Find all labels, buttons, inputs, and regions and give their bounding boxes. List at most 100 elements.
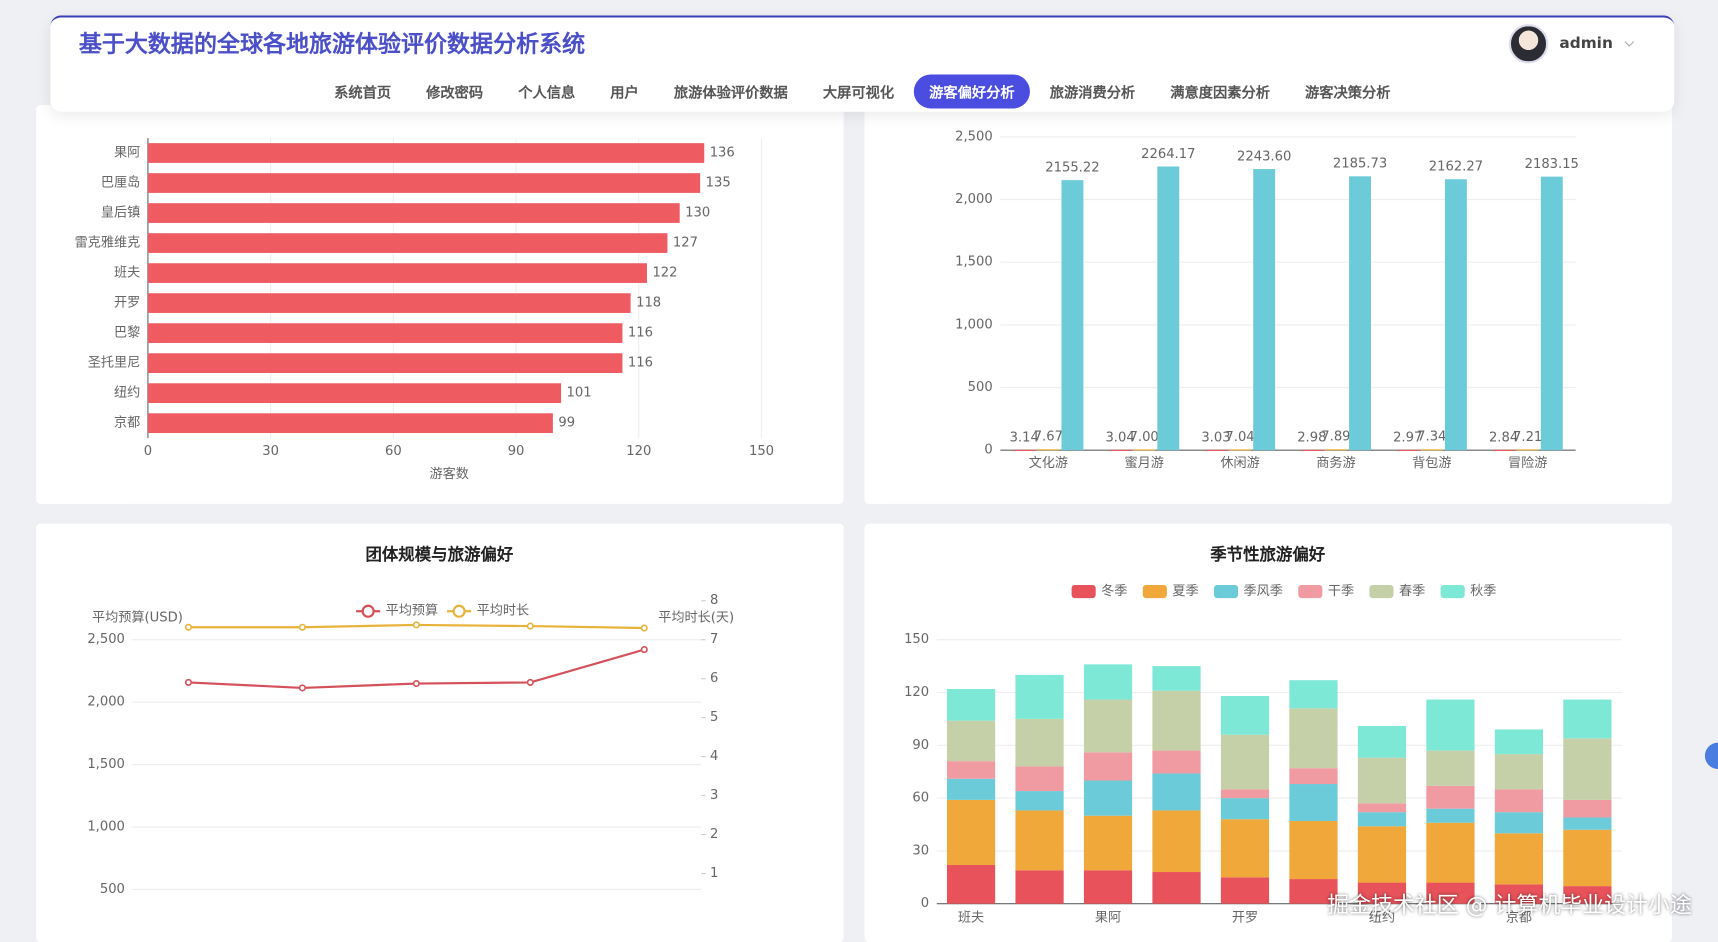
bar-segment [1015, 766, 1064, 792]
value-label: 2264.17 [1141, 147, 1195, 162]
value-label: 2185.73 [1333, 157, 1387, 172]
y-tick-label: 皇后镇 [101, 205, 140, 221]
bar-segment [1426, 699, 1475, 751]
bar-segment [1083, 664, 1133, 700]
bar-segment [1083, 815, 1133, 871]
point [184, 623, 193, 631]
bar-segment [1289, 768, 1338, 785]
y2-tick-label: 3 [710, 788, 718, 803]
x-tick-label: 120 [626, 444, 651, 459]
x-tick-label: 班夫 [958, 909, 984, 925]
bar-segment [1426, 785, 1475, 809]
bar-segment [1152, 750, 1201, 774]
bar-segment [1289, 680, 1338, 709]
nav-item[interactable]: 大屏可视化 [822, 85, 895, 102]
x-tick-label: 蜜月游 [1124, 455, 1163, 471]
bar [1061, 180, 1084, 451]
y2-axis-title: 平均时长(天) [658, 609, 734, 625]
legend-swatch [1071, 584, 1096, 599]
y-tick-label: 120 [904, 685, 929, 700]
user-menu[interactable]: admin [1508, 24, 1635, 64]
bar [1253, 169, 1276, 451]
value-label: 2.84 [1489, 430, 1518, 445]
y-tick-label: 2,500 [955, 129, 993, 144]
y2-tick-label: 6 [710, 671, 718, 686]
bar [147, 233, 668, 253]
nav-item[interactable]: 游客偏好分析 [913, 74, 1030, 109]
value-label: 3.14 [1010, 430, 1039, 445]
bar-segment [1494, 812, 1544, 834]
bar-segment [1015, 810, 1064, 871]
nav-item[interactable]: 旅游体验评价数据 [673, 85, 788, 102]
y-tick-label: 0 [984, 443, 992, 458]
value-label: 99 [558, 416, 575, 431]
point [526, 622, 534, 630]
y2-tick-label: 8 [710, 593, 718, 608]
point [412, 621, 420, 629]
bar-segment [1563, 799, 1612, 818]
x-tick-label: 果阿 [1095, 909, 1121, 925]
bar-segment [1152, 690, 1201, 751]
point [298, 684, 306, 692]
y-tick-label: 1,500 [87, 757, 125, 772]
value-label: 2155.22 [1045, 161, 1099, 176]
legend-marker [452, 604, 466, 618]
point [640, 624, 648, 632]
nav-item[interactable]: 系统首页 [334, 85, 392, 102]
x-tick-label: 休闲游 [1220, 455, 1259, 471]
y2-tick-label: 1 [710, 866, 718, 881]
value-label: 130 [685, 206, 710, 221]
bar [1229, 449, 1252, 451]
nav-item[interactable]: 旅游消费分析 [1049, 85, 1136, 102]
nav-item[interactable]: 个人信息 [518, 85, 576, 102]
legend-label: 干季 [1328, 583, 1354, 599]
y-tick-label: 30 [912, 843, 929, 858]
point [298, 623, 306, 631]
side-tab[interactable] [1704, 742, 1718, 769]
bar-segment [1220, 798, 1270, 820]
bar-segment [1220, 696, 1270, 735]
value-label: 116 [628, 326, 653, 341]
bar [1324, 449, 1347, 451]
bar-segment [1426, 882, 1475, 904]
bar-segment [1015, 718, 1064, 767]
bar-segment [946, 688, 996, 721]
bar-segment [1220, 734, 1270, 790]
bar-segment [1494, 833, 1544, 885]
card [36, 523, 844, 942]
y-tick-label: 纽约 [114, 385, 140, 401]
nav-item[interactable]: 游客决策分析 [1305, 85, 1391, 102]
y-axis-title: 平均预算(USD) [92, 609, 183, 625]
bar-segment [1563, 886, 1612, 904]
bar-segment [946, 778, 996, 800]
value-label: 2243.60 [1237, 150, 1291, 165]
value-label: 7.04 [1225, 430, 1254, 445]
nav-item[interactable]: 用户 [610, 85, 639, 102]
y2-tick-label: 7 [710, 632, 718, 647]
bar-segment [1289, 879, 1338, 904]
chart-title: 团体规模与旅游偏好 [365, 545, 513, 564]
y-tick-label: 巴黎 [114, 325, 140, 341]
bar-segment [946, 761, 996, 779]
x-tick-label: 纽约 [1369, 909, 1395, 925]
bar-segment [946, 864, 996, 904]
value-label: 2.98 [1297, 430, 1326, 445]
value-label: 101 [567, 386, 592, 401]
bar-segment [1357, 725, 1407, 758]
legend-label: 平均预算 [386, 603, 439, 619]
nav-item[interactable]: 修改密码 [426, 85, 484, 102]
y-tick-label: 京都 [114, 415, 140, 431]
y-tick-label: 60 [912, 791, 929, 806]
nav-item[interactable]: 满意度因素分析 [1170, 85, 1270, 102]
y-tick-label: 90 [912, 738, 929, 753]
bar-segment [1015, 674, 1064, 719]
bar-segment [1357, 882, 1407, 904]
bar-segment [1494, 789, 1544, 813]
bar [1013, 449, 1036, 451]
legend-swatch [1142, 584, 1167, 599]
user-name: admin [1559, 35, 1613, 53]
bar [1420, 449, 1443, 451]
bar [147, 383, 562, 403]
legend-label: 春季 [1399, 583, 1425, 599]
